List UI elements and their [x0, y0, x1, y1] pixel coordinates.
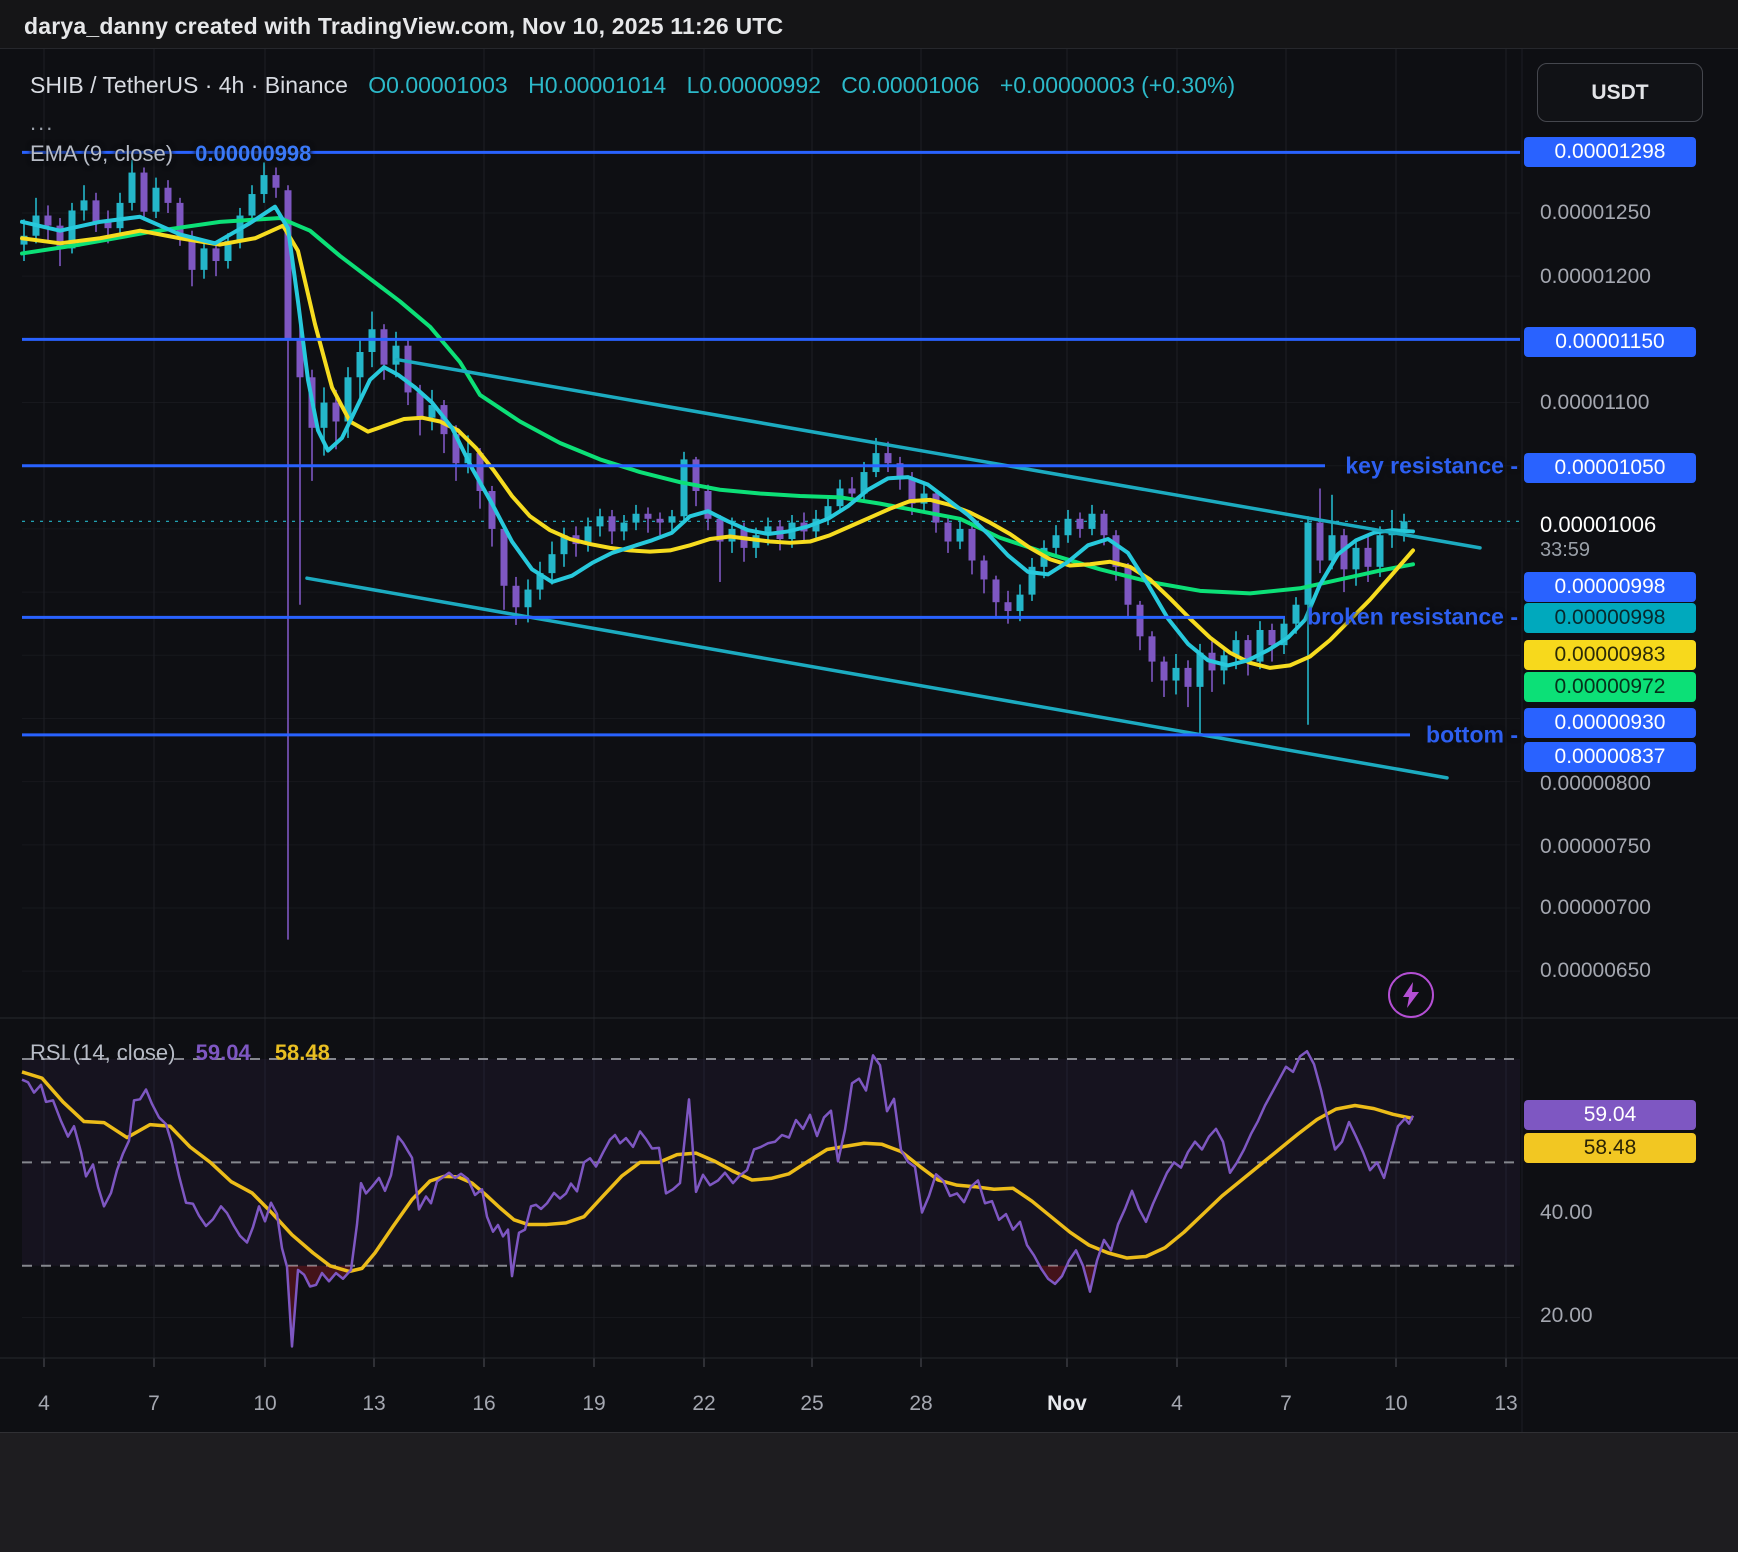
ema-value: 0.00000998	[195, 141, 312, 166]
axis-price-label: 0.00000700	[1540, 896, 1651, 919]
candles-layer	[20, 159, 1408, 940]
rsi-oversold-fill	[286, 1265, 352, 1347]
attribution-bar: darya_danny created with TradingView.com…	[0, 0, 1738, 49]
axis-price-badge: 0.00000930	[1524, 708, 1696, 738]
more-indicators-ellipsis[interactable]: ...	[30, 110, 55, 135]
rsi-line[interactable]	[21, 1049, 1415, 1348]
axis-price-label: 0.00000750	[1540, 835, 1651, 858]
rsi-oversold-fill	[1083, 1265, 1096, 1292]
axis-price-label: 0.00000800	[1540, 772, 1651, 795]
axis-price-badge: 0.00000998	[1524, 603, 1696, 633]
hline-label: broken resistance -	[1307, 603, 1518, 630]
time-axis-label: 22	[692, 1392, 716, 1415]
ema-fast-line[interactable]	[20, 204, 1415, 668]
time-axis-label: 7	[1280, 1392, 1292, 1415]
axis-price-label: 0.00001100	[1540, 391, 1650, 414]
symbol-title[interactable]: SHIB / TetherUS · 4h · Binance	[30, 72, 348, 98]
change-value: +0.00000003 (+0.30%)	[999, 72, 1236, 98]
axis-price-badge: 0.00000837	[1524, 742, 1696, 772]
axis-price-badge: 0.00000998	[1524, 572, 1696, 602]
axis-price-badge: 0.00001150	[1524, 327, 1696, 357]
symbol-legend[interactable]: SHIB / TetherUS · 4h · Binance O0.000010…	[30, 72, 1235, 99]
time-axis-label: 10	[253, 1392, 277, 1415]
time-axis-label: 28	[909, 1392, 933, 1415]
trendline[interactable]	[395, 357, 1482, 550]
ema-label: EMA (9, close)	[30, 141, 174, 166]
time-axis-label: 19	[582, 1392, 606, 1415]
footer: TradingView	[0, 1432, 1738, 1552]
axis-price-badge: 59.04	[1524, 1100, 1696, 1130]
rsi-label: RSI (14, close)	[30, 1040, 176, 1065]
time-axis-label: 10	[1384, 1392, 1408, 1415]
ohlc-high: H0.00001014	[528, 72, 667, 98]
rsi-ma-line[interactable]	[21, 1070, 1414, 1274]
time-axis-label: Nov	[1047, 1392, 1087, 1415]
bar-countdown: 33:59	[1540, 539, 1591, 561]
axis-price-label: 0.00001200	[1540, 265, 1651, 288]
time-axis-label: 7	[148, 1392, 160, 1415]
time-axis-label: 4	[1171, 1392, 1183, 1415]
axis-price-badge: 0.00000972	[1524, 672, 1696, 702]
ema-mid-line[interactable]	[20, 223, 1415, 670]
rsi-legend[interactable]: RSI (14, close) 59.04 58.48	[30, 1040, 330, 1066]
time-axis-label: 13	[362, 1392, 386, 1415]
usdt-currency-button[interactable]: USDT	[1537, 63, 1703, 122]
rsi-oversold-fill	[1039, 1265, 1067, 1284]
ohlc-close: C0.00001006	[841, 72, 980, 98]
current-price-label: 0.00001006	[1540, 512, 1657, 537]
trendline[interactable]	[305, 576, 1449, 780]
rsi-value: 59.04	[195, 1040, 251, 1065]
axis-price-label: 0.00001250	[1540, 201, 1651, 224]
attribution-text: darya_danny created with TradingView.com…	[24, 13, 784, 39]
flash-trade-button[interactable]	[1388, 972, 1434, 1018]
rsi-ma-value: 58.48	[274, 1040, 330, 1065]
axis-price-label: 0.00000650	[1540, 959, 1651, 982]
time-axis-label: 16	[472, 1392, 496, 1415]
time-axis-label: 25	[800, 1392, 824, 1415]
axis-price-label: 40.00	[1540, 1201, 1593, 1224]
lightning-icon	[1403, 982, 1419, 1008]
hline-label: key resistance -	[1345, 452, 1518, 479]
time-axis-label: 13	[1494, 1392, 1518, 1415]
hline-label: bottom -	[1426, 721, 1518, 748]
axis-price-badge: 0.00001298	[1524, 137, 1696, 167]
ema-legend[interactable]: EMA (9, close) 0.00000998	[30, 141, 311, 167]
axis-price-badge: 58.48	[1524, 1133, 1696, 1163]
axis-price-badge: 0.00000983	[1524, 640, 1696, 670]
ema-slow-line[interactable]	[20, 216, 1415, 596]
time-axis-label: 4	[38, 1392, 50, 1415]
ohlc-open: O0.00001003	[368, 72, 508, 98]
axis-price-label: 20.00	[1540, 1304, 1593, 1327]
ohlc-low: L0.00000992	[686, 72, 821, 98]
axis-price-badge: 0.00001050	[1524, 453, 1696, 483]
